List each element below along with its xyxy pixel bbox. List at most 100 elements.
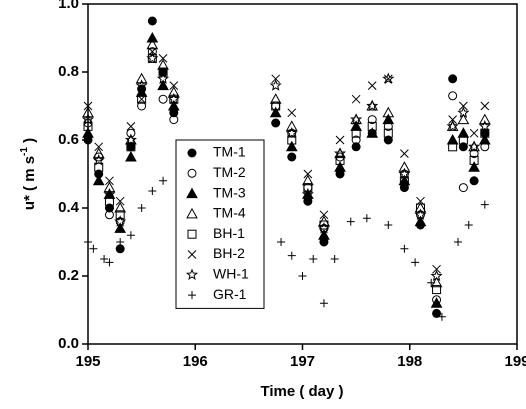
point — [414, 208, 427, 220]
point — [137, 204, 146, 212]
point — [269, 79, 282, 91]
x-tick-label: 195 — [75, 353, 100, 370]
point — [159, 176, 168, 185]
point — [126, 128, 136, 138]
legend: TM-1 TM-2 TM-3 TM-4 BH-1 BH-2 WH-1 GR-1 — [175, 139, 265, 309]
point — [468, 140, 480, 152]
point — [269, 93, 282, 104]
point — [303, 183, 313, 193]
point — [346, 217, 355, 226]
point — [430, 297, 443, 308]
y-tick-label: 1.0 — [58, 0, 79, 12]
point — [448, 91, 458, 101]
point — [398, 167, 411, 180]
point — [458, 142, 468, 152]
point — [478, 113, 491, 125]
point — [301, 188, 314, 200]
point — [92, 154, 105, 166]
point — [147, 47, 157, 57]
point — [100, 255, 109, 263]
legend-label: BH-1 — [213, 225, 245, 241]
point — [432, 285, 442, 295]
point — [287, 108, 297, 118]
point — [330, 255, 339, 263]
point — [285, 120, 298, 131]
y-axis-label: u* ( m s-1 ) — [19, 138, 38, 210]
point — [350, 113, 363, 125]
point — [432, 308, 442, 318]
point — [366, 99, 379, 112]
legend-label: TM-3 — [213, 184, 246, 200]
legend-label: WH-1 — [213, 266, 249, 282]
point — [285, 126, 298, 139]
series — [82, 31, 491, 308]
point — [92, 147, 105, 159]
point — [384, 221, 393, 229]
legend-label: BH-2 — [213, 245, 245, 261]
point — [287, 152, 297, 162]
point — [167, 86, 180, 97]
point — [94, 142, 104, 152]
point — [416, 196, 425, 206]
point — [480, 101, 490, 111]
legend-label: TM-2 — [213, 164, 246, 180]
point — [116, 238, 125, 246]
point — [351, 142, 361, 152]
point — [287, 251, 296, 260]
point — [334, 147, 347, 159]
point — [92, 174, 105, 186]
point — [89, 244, 98, 253]
point — [367, 115, 377, 125]
point — [309, 255, 318, 263]
point — [427, 278, 436, 287]
point — [383, 135, 393, 145]
point — [448, 142, 458, 152]
series — [82, 38, 491, 288]
point — [468, 161, 480, 172]
point — [114, 201, 127, 213]
point — [104, 196, 114, 206]
x-axis-label: Time ( day ) — [260, 383, 343, 400]
point — [366, 127, 379, 138]
point — [146, 38, 159, 50]
point — [271, 118, 281, 128]
y-label-main: u* ( m s — [21, 156, 38, 210]
point — [446, 120, 459, 132]
point — [334, 161, 346, 172]
point — [350, 113, 362, 125]
point — [158, 54, 168, 63]
x-tick-label: 198 — [397, 353, 422, 370]
point — [115, 210, 125, 220]
legend-marker — [187, 229, 197, 239]
point — [158, 67, 168, 77]
y-tick-label: 0.2 — [58, 267, 79, 284]
x-tick-label: 197 — [290, 353, 315, 370]
y-tick-label: 0.0 — [58, 335, 79, 352]
point — [125, 133, 137, 145]
point — [437, 312, 446, 321]
point — [469, 149, 479, 159]
point — [169, 81, 179, 90]
point — [82, 106, 94, 118]
point — [454, 238, 463, 246]
point — [415, 203, 425, 213]
point — [167, 99, 180, 111]
legend-marker — [187, 148, 197, 158]
point — [271, 74, 281, 84]
point — [382, 72, 395, 84]
x-tick-label: 199 — [504, 353, 526, 370]
point — [400, 244, 409, 253]
point — [446, 120, 459, 131]
legend-marker — [186, 187, 198, 199]
point — [135, 79, 148, 91]
point — [271, 101, 281, 111]
point — [105, 176, 114, 186]
point — [458, 135, 468, 145]
point — [137, 94, 147, 104]
point — [137, 94, 146, 104]
point — [411, 258, 420, 267]
point — [335, 155, 345, 165]
point — [84, 238, 92, 246]
point — [351, 135, 361, 145]
